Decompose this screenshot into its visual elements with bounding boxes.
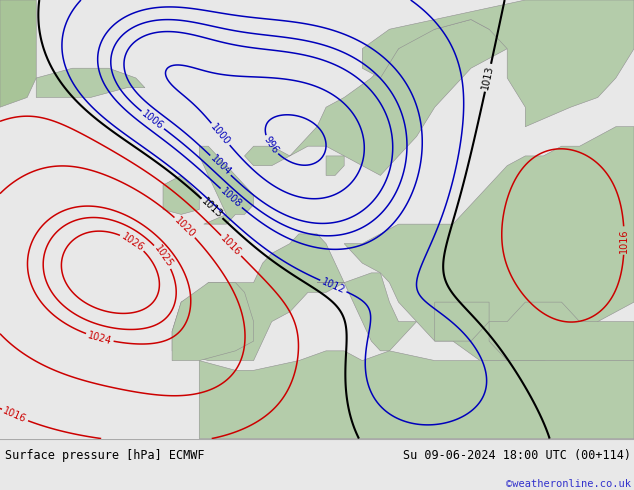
Text: 1016: 1016	[2, 406, 28, 425]
Text: 1016: 1016	[219, 234, 243, 258]
Text: 1008: 1008	[219, 186, 243, 210]
Text: 1025: 1025	[152, 244, 174, 270]
Polygon shape	[489, 302, 634, 361]
Polygon shape	[199, 351, 634, 439]
Text: 1024: 1024	[86, 330, 113, 346]
Polygon shape	[172, 234, 344, 361]
Polygon shape	[199, 146, 254, 224]
Polygon shape	[362, 0, 634, 127]
Text: Su 09-06-2024 18:00 UTC (00+114): Su 09-06-2024 18:00 UTC (00+114)	[403, 448, 631, 462]
Text: 996: 996	[262, 135, 280, 156]
Polygon shape	[172, 283, 254, 361]
Text: ©weatheronline.co.uk: ©weatheronline.co.uk	[506, 479, 631, 489]
Text: 1026: 1026	[120, 231, 146, 253]
Text: Surface pressure [hPa] ECMWF: Surface pressure [hPa] ECMWF	[5, 448, 205, 462]
Text: 1004: 1004	[208, 153, 233, 177]
Polygon shape	[36, 68, 145, 98]
Text: 1013: 1013	[200, 196, 224, 220]
Text: 1013: 1013	[481, 65, 496, 91]
Text: 1020: 1020	[172, 215, 197, 240]
Polygon shape	[245, 20, 507, 175]
Polygon shape	[435, 302, 489, 341]
Text: 1016: 1016	[619, 228, 629, 253]
Polygon shape	[0, 0, 36, 107]
Polygon shape	[344, 127, 634, 361]
Polygon shape	[317, 273, 417, 351]
Text: 1012: 1012	[320, 276, 347, 295]
Text: 1006: 1006	[140, 109, 165, 132]
Text: 1000: 1000	[209, 122, 232, 147]
Polygon shape	[326, 156, 344, 175]
Polygon shape	[163, 175, 199, 215]
